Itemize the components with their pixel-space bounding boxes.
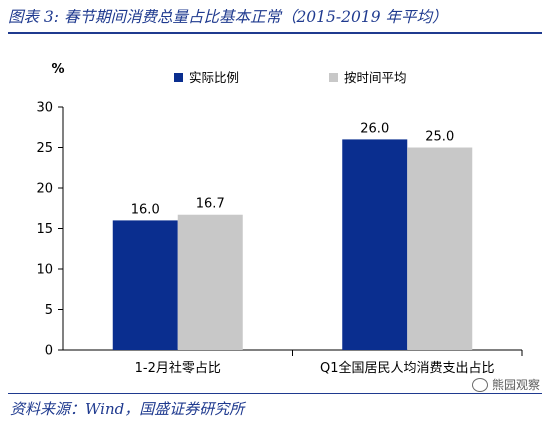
bar xyxy=(112,220,178,350)
bar-value-label: 26.0 xyxy=(360,121,389,136)
bar xyxy=(407,147,473,350)
y-tick-label: 15 xyxy=(36,222,53,237)
bar xyxy=(177,214,243,350)
source-divider xyxy=(8,393,542,394)
bar-value-label: 16.0 xyxy=(131,202,160,217)
x-category-label: 1-2月社零占比 xyxy=(135,360,221,376)
watermark-text: 熊园观察 xyxy=(491,378,540,392)
title-divider xyxy=(8,32,542,34)
y-tick-label: 30 xyxy=(36,101,53,116)
y-tick-label: 20 xyxy=(36,182,53,197)
bar xyxy=(342,139,408,350)
source-note: 资料来源：Wind，国盛证券研究所 xyxy=(10,400,245,418)
wechat-icon xyxy=(471,377,488,392)
watermark: 熊园观察 xyxy=(471,376,540,393)
y-tick-label: 25 xyxy=(36,141,53,156)
y-axis-unit-label: % xyxy=(51,62,64,77)
chart-title: 图表 3: 春节期间消费总量占比基本正常（2015-2019 年平均） xyxy=(8,8,448,26)
y-tick-label: 0 xyxy=(45,344,53,359)
bar-value-label: 25.0 xyxy=(425,130,454,145)
y-tick-label: 5 xyxy=(45,303,53,318)
bar-value-label: 16.7 xyxy=(196,197,225,212)
y-tick-label: 10 xyxy=(36,263,53,278)
legend-swatch xyxy=(329,73,338,82)
x-category-label: Q1全国居民人均消费支出占比 xyxy=(320,360,495,376)
legend-label: 实际比例 xyxy=(189,70,239,85)
legend-swatch xyxy=(174,73,183,82)
legend-label: 按时间平均 xyxy=(344,70,407,85)
